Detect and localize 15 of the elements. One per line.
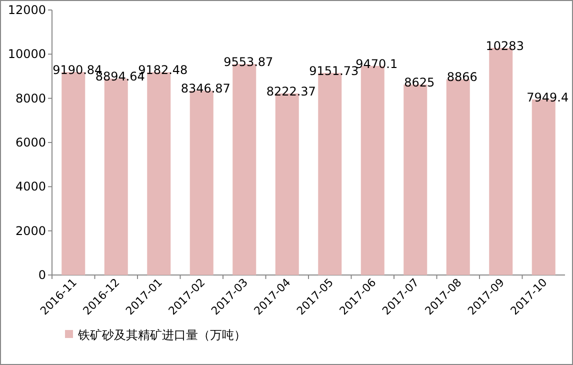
y-tick-label: 10000 (8, 47, 46, 62)
data-label: 9553.87 (224, 55, 274, 70)
y-tick-label: 8000 (15, 91, 46, 106)
y-tick-label: 2000 (15, 224, 46, 238)
y-tick-label: 4000 (15, 180, 46, 194)
data-label: 8625 (404, 76, 435, 90)
data-label: 8222.37 (266, 84, 316, 98)
legend-label: 铁矿砂及其精矿进口量（万吨） (77, 328, 246, 342)
data-label: 7949.4 (526, 90, 569, 104)
data-label: 10283 (486, 38, 524, 53)
data-label: 8866 (446, 70, 478, 84)
y-tick-label: 0 (38, 268, 46, 282)
y-tick-label: 6000 (15, 136, 46, 150)
data-label: 8346.87 (180, 82, 230, 96)
y-tick-label: 12000 (8, 3, 46, 17)
